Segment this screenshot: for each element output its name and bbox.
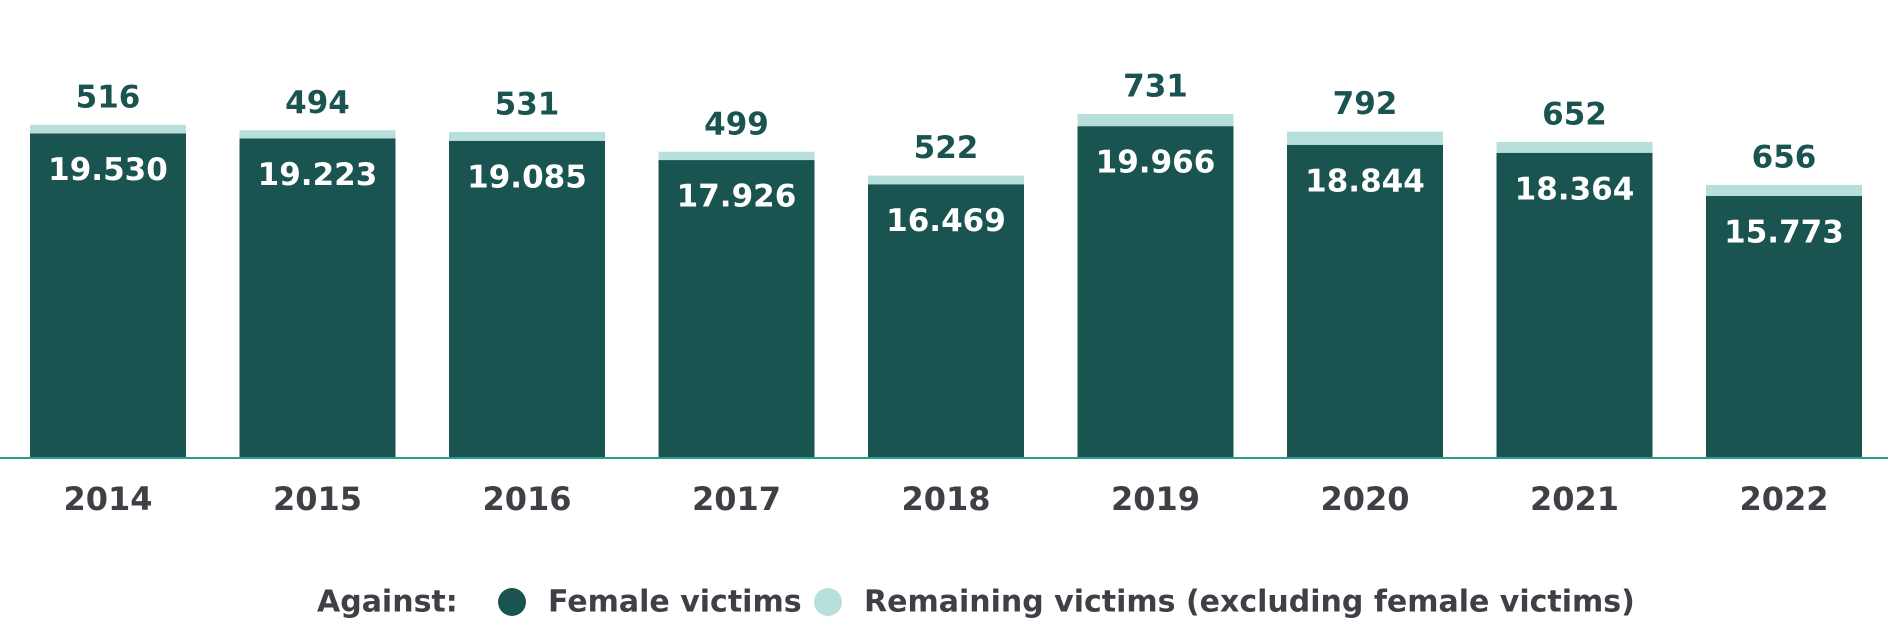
bar-segment bbox=[449, 140, 605, 459]
x-tick-label: 2022 bbox=[1739, 480, 1828, 518]
legend-title: Against: bbox=[317, 585, 458, 620]
legend-marker bbox=[498, 588, 526, 616]
bar-segment bbox=[449, 131, 605, 141]
value-label: 656 bbox=[1752, 139, 1817, 175]
legend-marker bbox=[814, 588, 842, 616]
value-label: 652 bbox=[1542, 96, 1607, 132]
value-label: 18.364 bbox=[1515, 171, 1635, 207]
bar-segment bbox=[1077, 114, 1234, 127]
value-label: 15.773 bbox=[1724, 214, 1844, 250]
value-label: 16.469 bbox=[886, 203, 1006, 239]
value-label: 18.844 bbox=[1305, 163, 1425, 199]
x-tick-label: 2014 bbox=[63, 480, 152, 518]
bar-segment bbox=[658, 160, 815, 458]
bar-segment bbox=[1706, 195, 1862, 459]
value-label: 531 bbox=[495, 86, 560, 122]
value-label: 731 bbox=[1123, 69, 1188, 105]
bar-segment bbox=[30, 124, 186, 134]
x-tick-label: 2019 bbox=[1111, 480, 1200, 518]
value-label: 522 bbox=[914, 130, 979, 166]
x-tick-label: 2015 bbox=[273, 480, 362, 518]
bar-segment bbox=[868, 175, 1024, 185]
bar-segment bbox=[868, 184, 1024, 459]
x-tick-label: 2018 bbox=[901, 480, 990, 518]
x-tick-label: 2021 bbox=[1530, 480, 1619, 518]
value-label: 19.530 bbox=[48, 152, 168, 188]
bar-segment bbox=[1077, 126, 1234, 458]
bar-segment bbox=[658, 151, 815, 161]
bar-segment bbox=[239, 130, 396, 139]
bar-segment bbox=[239, 138, 396, 458]
value-label: 516 bbox=[76, 79, 141, 115]
value-label: 19.085 bbox=[467, 159, 587, 195]
bar-segment bbox=[30, 133, 186, 459]
bar-segment bbox=[1706, 184, 1862, 196]
bar-segment bbox=[1287, 144, 1443, 458]
value-label: 19.966 bbox=[1096, 145, 1216, 181]
value-label: 792 bbox=[1333, 86, 1398, 122]
x-tick-label: 2016 bbox=[482, 480, 571, 518]
value-label: 17.926 bbox=[677, 179, 797, 215]
bar-segment bbox=[1496, 152, 1653, 458]
bar-segment bbox=[1287, 131, 1443, 145]
value-label: 19.223 bbox=[258, 157, 378, 193]
x-tick-label: 2017 bbox=[692, 480, 781, 518]
legend-label: Female victims bbox=[548, 585, 802, 620]
value-label: 494 bbox=[285, 85, 350, 121]
value-label: 499 bbox=[704, 106, 769, 142]
x-tick-label: 2020 bbox=[1320, 480, 1409, 518]
legend-label: Remaining victims (excluding female vict… bbox=[864, 585, 1635, 620]
bar-segment bbox=[1496, 141, 1653, 153]
